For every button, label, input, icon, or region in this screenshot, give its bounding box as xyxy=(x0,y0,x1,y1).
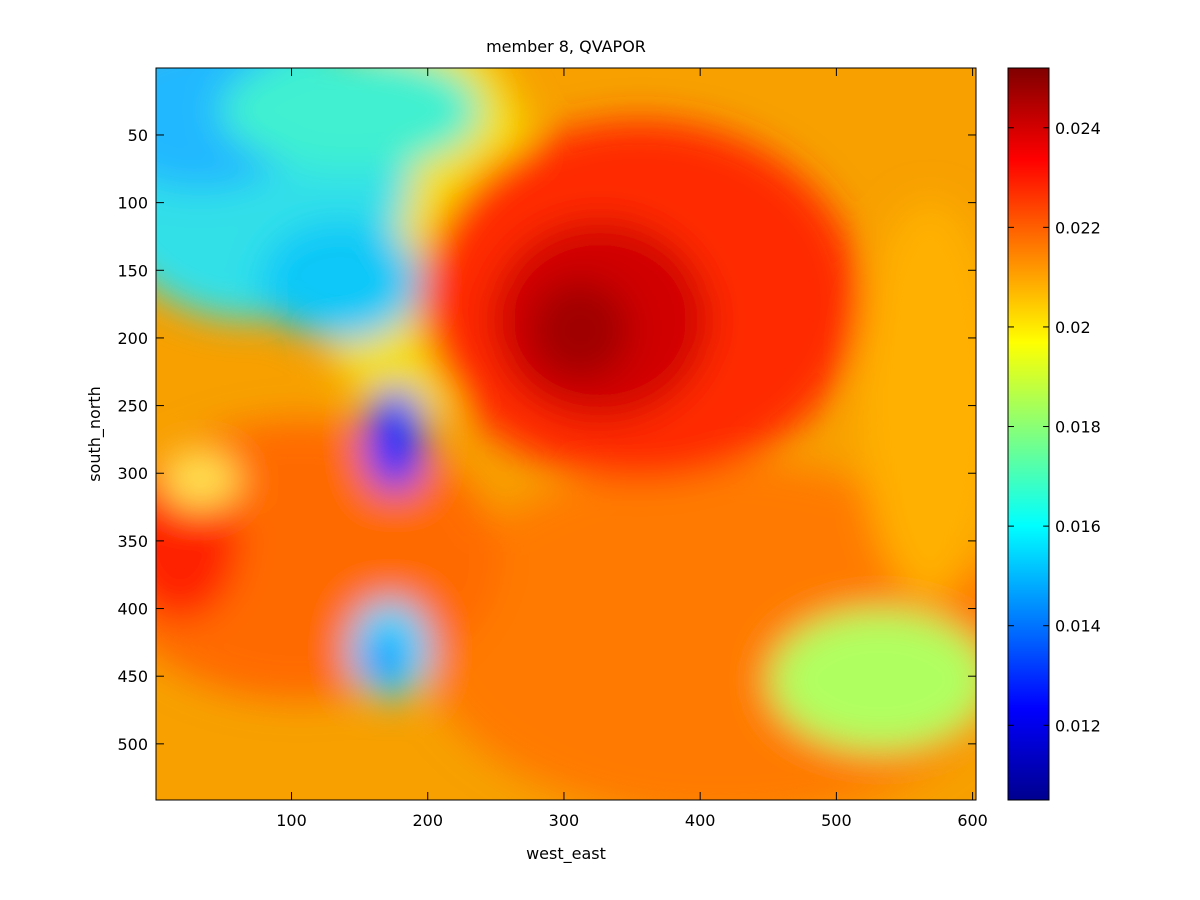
y-tick-label: 150 xyxy=(117,261,148,280)
heatmap-field xyxy=(156,68,976,800)
field-blob xyxy=(365,388,425,492)
colorbar xyxy=(1007,67,1050,801)
y-tick-label: 50 xyxy=(128,126,148,145)
field-blob xyxy=(369,638,401,682)
y-tick-label: 400 xyxy=(117,600,148,619)
field-blob xyxy=(260,220,420,340)
y-tick-label: 300 xyxy=(117,464,148,483)
x-tick-label: 100 xyxy=(276,811,307,830)
field-blob xyxy=(530,280,630,380)
heatmap-area xyxy=(156,68,976,800)
chart-title: member 8, QVAPOR xyxy=(486,37,646,56)
y-tick-label: 200 xyxy=(117,329,148,348)
colorbar-tick-label: 0.022 xyxy=(1055,218,1101,237)
colorbar-tick-label: 0.016 xyxy=(1055,517,1101,536)
x-tick-label: 200 xyxy=(412,811,443,830)
x-tick-label: 500 xyxy=(821,811,852,830)
field-blob xyxy=(220,68,480,170)
plot-frame xyxy=(155,67,977,801)
colorbar-tick-label: 0.024 xyxy=(1055,119,1101,138)
x-axis-ticks: 100 200 300 400 500 600 xyxy=(276,68,988,830)
y-axis-ticks: 50 100 150 200 250 300 350 400 450 500 xyxy=(117,126,976,754)
colorbar-ticks: 0.012 0.014 0.016 0.018 0.02 0.022 0.024 xyxy=(1008,119,1101,735)
y-axis-label: south_north xyxy=(85,386,105,482)
x-tick-label: 600 xyxy=(957,811,988,830)
colorbar-tick-label: 0.02 xyxy=(1055,318,1091,337)
field-blob xyxy=(860,200,976,600)
x-axis-label: west_east xyxy=(526,844,606,864)
y-tick-label: 450 xyxy=(117,667,148,686)
x-tick-label: 400 xyxy=(685,811,716,830)
y-tick-label: 250 xyxy=(117,397,148,416)
colorbar-tick-label: 0.012 xyxy=(1055,716,1101,735)
y-tick-label: 100 xyxy=(117,194,148,213)
y-tick-label: 350 xyxy=(117,532,148,551)
colorbar-tick-label: 0.018 xyxy=(1055,418,1101,437)
colorbar-tick-label: 0.014 xyxy=(1055,617,1101,636)
y-tick-label: 500 xyxy=(117,735,148,754)
x-tick-label: 300 xyxy=(549,811,580,830)
field-blob xyxy=(770,610,976,750)
field-blob xyxy=(160,450,240,510)
